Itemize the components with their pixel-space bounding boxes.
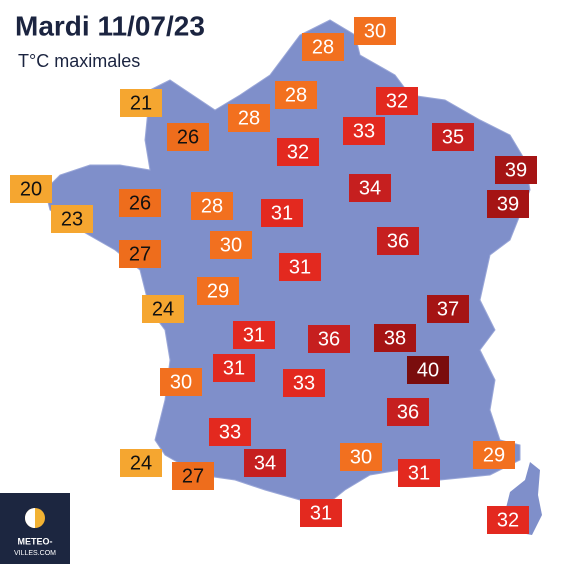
temperature: 26: [129, 192, 151, 214]
temperature: 23: [61, 208, 83, 230]
temperature: 31: [223, 357, 245, 379]
title: Mardi 11/07/23: [15, 10, 205, 41]
temperature: 33: [353, 120, 375, 142]
label-box: [172, 462, 214, 490]
label-box: [191, 192, 233, 220]
temperature: 30: [220, 234, 242, 256]
temperature: 35: [442, 126, 464, 148]
label-box: [261, 199, 303, 227]
label-box: [275, 81, 317, 109]
temperature: 27: [182, 465, 204, 487]
label-box: [343, 117, 385, 145]
label-box: [340, 443, 382, 471]
label-box: [349, 174, 391, 202]
label-box: [120, 449, 162, 477]
temperature: 28: [312, 36, 334, 58]
temperature: 33: [219, 421, 241, 443]
label-box: [487, 506, 529, 534]
temperature: 29: [483, 444, 505, 466]
label-box: [283, 369, 325, 397]
temperature: 28: [238, 107, 260, 129]
temperature: 30: [364, 20, 386, 42]
temperature: 24: [130, 452, 152, 474]
temperature: 39: [505, 159, 527, 181]
label-box: [300, 499, 342, 527]
temperature: 37: [437, 298, 459, 320]
label-box: [51, 205, 93, 233]
logo-icon-half: [25, 508, 35, 528]
label-box: [10, 175, 52, 203]
label-box: [209, 418, 251, 446]
temperature: 34: [254, 452, 276, 474]
temperature: 28: [285, 84, 307, 106]
label-box: [473, 441, 515, 469]
temperature: 32: [497, 509, 519, 531]
temperature: 36: [387, 230, 409, 252]
temperature: 31: [408, 462, 430, 484]
temperature: 31: [243, 324, 265, 346]
temperature: 31: [310, 502, 332, 524]
label-box: [213, 354, 255, 382]
label-box: [210, 231, 252, 259]
logo-box: [0, 493, 70, 564]
label-box: [302, 33, 344, 61]
temperature: 21: [130, 92, 152, 114]
label-box: [119, 189, 161, 217]
temperature: 31: [289, 256, 311, 278]
temperature: 36: [397, 401, 419, 423]
label-box: [354, 17, 396, 45]
label-box: [374, 324, 416, 352]
label-box: [119, 240, 161, 268]
label-box: [160, 368, 202, 396]
temperature: 26: [177, 126, 199, 148]
label-box: [398, 459, 440, 487]
label-box: [167, 123, 209, 151]
temperature: 40: [417, 359, 439, 381]
temperature: 31: [271, 202, 293, 224]
label-box: [142, 295, 184, 323]
logo-text: VILLES.COM: [14, 550, 56, 557]
label-box: [487, 190, 529, 218]
temperature: 24: [152, 298, 174, 320]
temperature: 36: [318, 328, 340, 350]
label-box: [197, 277, 239, 305]
subtitle: T°C maximales: [18, 51, 140, 71]
label-box: [277, 138, 319, 166]
label-box: [233, 321, 275, 349]
label-box: [120, 89, 162, 117]
label-box: [495, 156, 537, 184]
temperature: 27: [129, 243, 151, 265]
temperature: 32: [386, 90, 408, 112]
label-box: [407, 356, 449, 384]
temperature: 29: [207, 280, 229, 302]
label-box: [427, 295, 469, 323]
temperature: 30: [350, 446, 372, 468]
temperature: 30: [170, 371, 192, 393]
label-box: [387, 398, 429, 426]
label-box: [244, 449, 286, 477]
label-box: [308, 325, 350, 353]
label-box: [228, 104, 270, 132]
logo-text: METEO-: [18, 536, 53, 546]
label-box: [432, 123, 474, 151]
temperature: 38: [384, 327, 406, 349]
temperature: 20: [20, 178, 42, 200]
temperature: 33: [293, 372, 315, 394]
temperature-labels: 30 28 28 32 21 26 28 33 35 32 39 34 20 26 28 31 39 23 30 36…: [10, 17, 537, 534]
label-box: [376, 87, 418, 115]
temperature: 28: [201, 195, 223, 217]
temperature: 39: [497, 193, 519, 215]
label-box: [377, 227, 419, 255]
temperature: 34: [359, 177, 381, 199]
label-box: [279, 253, 321, 281]
temperature: 32: [287, 141, 309, 163]
